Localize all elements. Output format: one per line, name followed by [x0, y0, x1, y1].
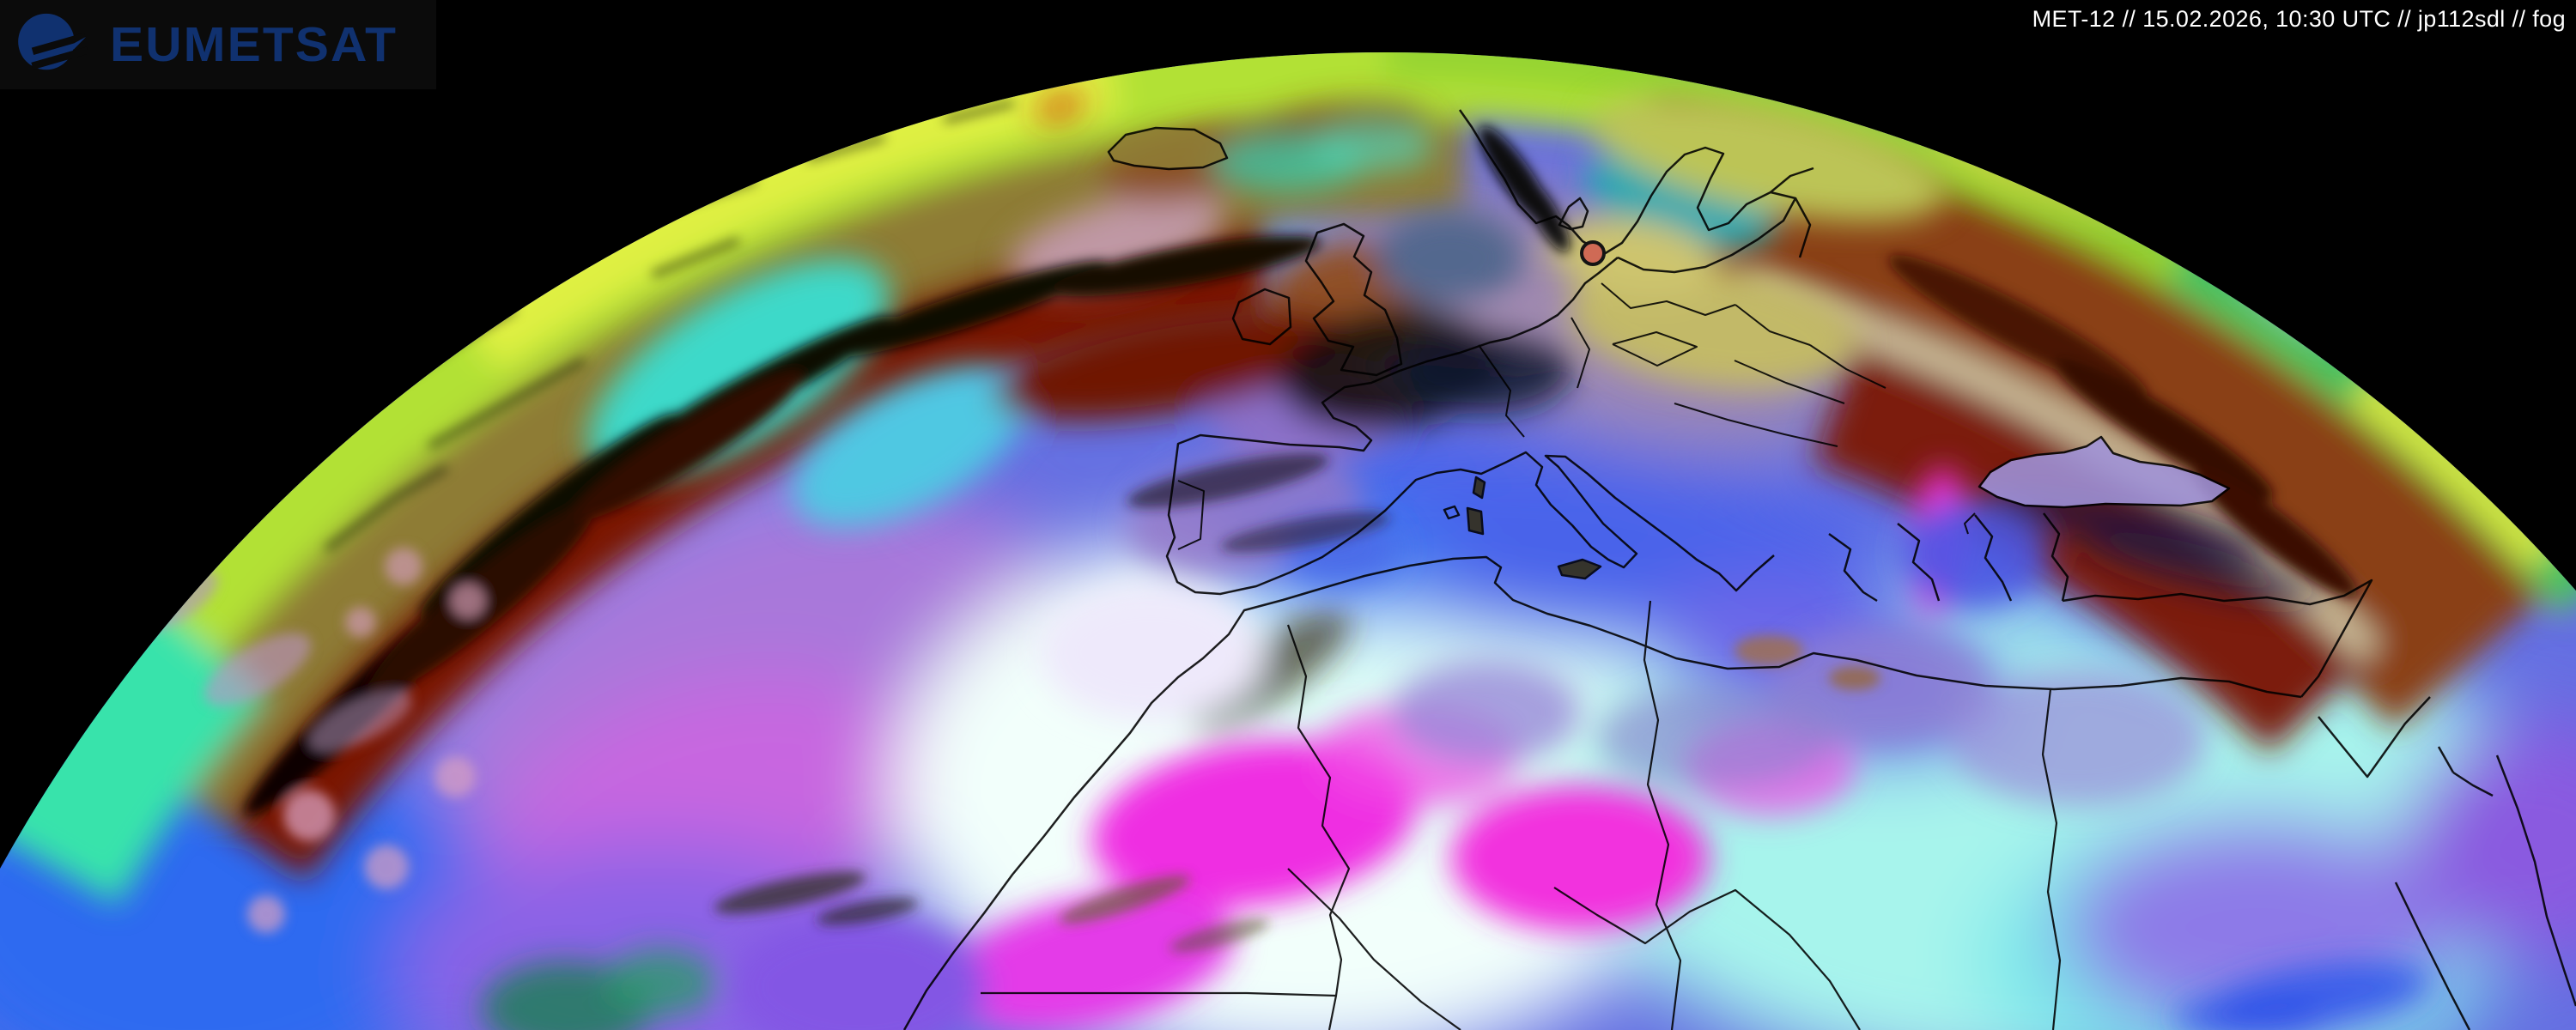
aegean-coastlines	[1828, 512, 2069, 603]
eumetsat-logo-icon	[18, 13, 88, 70]
sinai-red-sea-coastlines	[2318, 696, 2576, 1030]
country-borders-overlay	[902, 109, 2576, 1030]
black-sea-coastline	[1978, 435, 2231, 509]
corsica-sardinia-coastline	[1466, 476, 1486, 536]
location-marker	[1580, 240, 1606, 266]
great-britain-coastline	[1304, 222, 1403, 377]
cloud-details-layer	[481, 94, 2429, 1030]
scandinavia-baltic-coastline	[1458, 109, 1797, 274]
europe-coastline	[1165, 324, 1775, 596]
image-metadata-text: MET-12 // 15.02.2026, 10:30 UTC // jp112…	[2032, 6, 2566, 32]
eumetsat-logo: EUMETSAT	[0, 0, 436, 89]
africa-inner-borders	[981, 600, 2062, 1030]
denmark-coastline	[1558, 197, 1589, 231]
iberia-inner-border	[1177, 480, 1205, 550]
ireland-coastline	[1231, 288, 1292, 346]
north-africa-coastline	[902, 555, 2302, 1030]
eumetsat-logo-text: EUMETSAT	[110, 17, 398, 72]
mallorca-coastline	[1443, 505, 1461, 520]
turkey-levant-coastline	[2062, 579, 2373, 698]
europe-inner-borders	[1478, 282, 1886, 447]
iceland-coastline	[1107, 126, 1229, 171]
streaks-layer	[125, 100, 2358, 953]
sicily-coastline	[1557, 558, 1602, 580]
